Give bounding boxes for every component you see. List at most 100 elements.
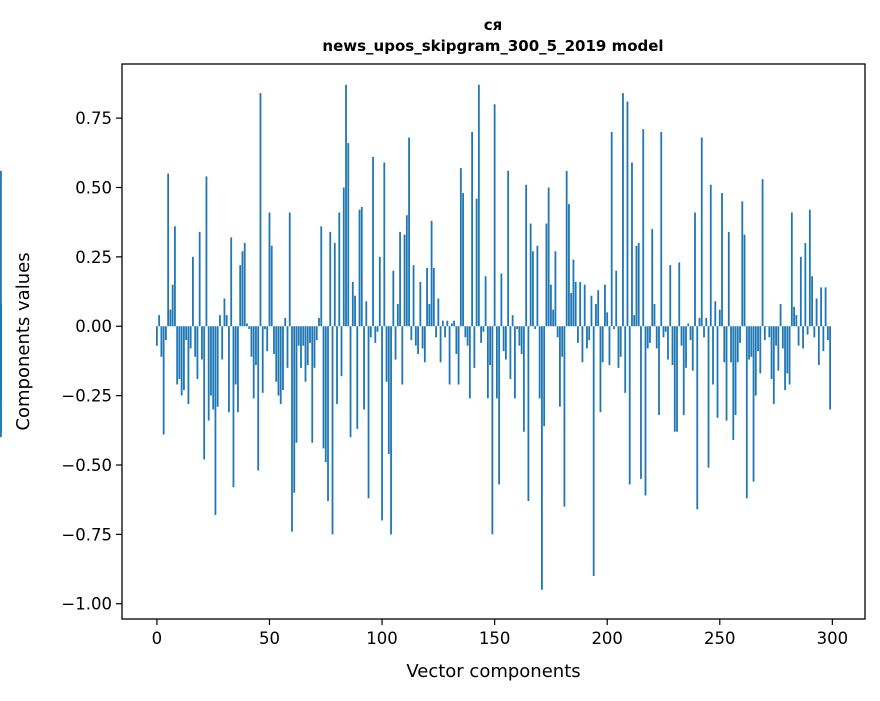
bar xyxy=(473,326,475,368)
bar xyxy=(532,251,534,326)
bar xyxy=(690,326,692,340)
x-tick-label: 200 xyxy=(591,629,623,648)
y-tick-label: 0.75 xyxy=(75,109,112,128)
bar xyxy=(467,326,469,345)
bar xyxy=(291,326,293,531)
bar xyxy=(658,326,660,415)
bar xyxy=(237,326,239,412)
bar xyxy=(798,326,800,345)
bar xyxy=(561,326,563,357)
bar xyxy=(507,171,509,326)
bar xyxy=(591,296,593,327)
bar xyxy=(242,251,244,326)
bar xyxy=(489,326,491,365)
bar xyxy=(548,187,550,326)
bar xyxy=(804,243,806,326)
bar xyxy=(244,243,246,326)
bar xyxy=(194,326,196,357)
bar xyxy=(345,85,347,326)
bar xyxy=(368,326,370,498)
bar xyxy=(811,276,813,326)
bar xyxy=(771,326,773,379)
bar xyxy=(566,171,568,326)
bar xyxy=(705,318,707,326)
bar xyxy=(302,326,304,345)
y-tick-label: −0.50 xyxy=(61,456,112,475)
bar xyxy=(453,321,455,327)
bar xyxy=(323,326,325,448)
bar xyxy=(613,326,615,329)
y-tick-label: 0.25 xyxy=(75,248,112,267)
bar xyxy=(233,326,235,487)
bar xyxy=(179,326,181,379)
bar xyxy=(413,265,415,326)
x-tick-label: 0 xyxy=(152,629,163,648)
bar xyxy=(206,176,208,326)
bar xyxy=(269,212,271,326)
bar xyxy=(336,326,338,404)
bar xyxy=(773,326,775,404)
bar xyxy=(296,326,298,443)
bar xyxy=(627,101,629,326)
bar xyxy=(260,93,262,326)
bar xyxy=(813,326,815,337)
bar xyxy=(246,323,248,326)
bar xyxy=(228,326,230,412)
bar xyxy=(341,326,343,376)
bar xyxy=(656,326,658,348)
bar xyxy=(435,326,437,337)
bar xyxy=(703,326,705,337)
y-tick-label: −0.75 xyxy=(61,525,112,544)
bar xyxy=(491,326,493,534)
bar xyxy=(449,326,451,384)
y-tick-label: −0.25 xyxy=(61,387,112,406)
bar xyxy=(404,235,406,327)
bar xyxy=(735,326,737,415)
bar xyxy=(728,232,730,326)
bar xyxy=(699,318,701,326)
x-tick-label: 150 xyxy=(479,629,511,648)
bar xyxy=(399,232,401,326)
bar xyxy=(307,326,309,365)
bar xyxy=(287,326,289,368)
bar xyxy=(795,315,797,326)
bar xyxy=(415,326,417,345)
bar xyxy=(350,326,352,437)
bar xyxy=(624,326,626,393)
bar xyxy=(534,326,536,329)
bar xyxy=(660,132,662,326)
bar xyxy=(498,326,500,484)
bar xyxy=(640,326,642,479)
bar xyxy=(622,93,624,326)
bar xyxy=(176,326,178,384)
bar xyxy=(293,326,295,493)
x-tick-label: 50 xyxy=(259,629,280,648)
bar xyxy=(710,185,712,327)
bar xyxy=(359,210,361,327)
bar xyxy=(633,315,635,326)
bar xyxy=(255,326,257,365)
bar xyxy=(546,224,548,327)
bar xyxy=(271,246,273,326)
bar xyxy=(363,326,365,409)
bar xyxy=(476,199,478,327)
bar xyxy=(528,326,530,501)
bar xyxy=(730,326,732,362)
bar xyxy=(417,326,419,354)
bar xyxy=(762,179,764,326)
bar xyxy=(575,282,577,326)
bar xyxy=(226,315,228,326)
bar xyxy=(437,298,439,326)
bar xyxy=(451,323,453,326)
bar xyxy=(361,207,363,326)
bar xyxy=(764,326,766,340)
bar xyxy=(406,215,408,326)
bar xyxy=(638,243,640,326)
bar xyxy=(201,326,203,359)
bar xyxy=(609,326,611,365)
bar xyxy=(215,326,217,515)
bar xyxy=(694,212,696,326)
bar xyxy=(593,326,595,576)
